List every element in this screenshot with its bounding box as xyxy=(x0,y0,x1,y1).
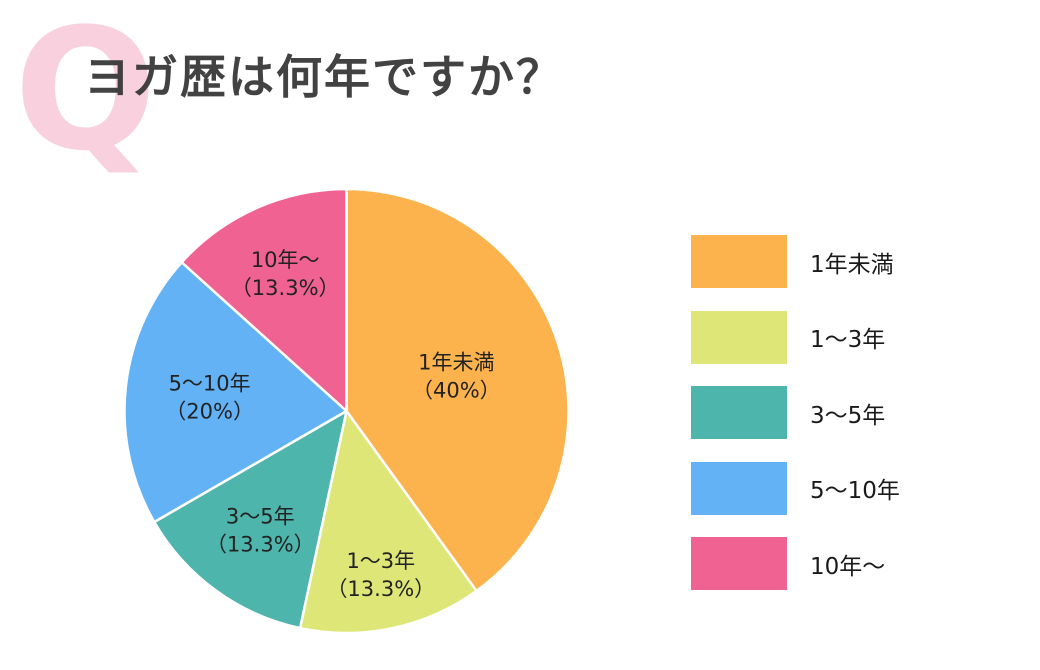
legend-item: 1年未満 xyxy=(691,235,900,288)
legend-label: 1〜3年 xyxy=(810,327,886,353)
legend-swatch xyxy=(691,235,787,288)
legend-item: 1〜3年 xyxy=(691,310,900,364)
slice-label-name: 5〜10年 xyxy=(169,372,251,396)
legend-item: 10年〜 xyxy=(691,537,900,590)
q-mark-decoration: Q xyxy=(14,0,157,188)
legend-swatch xyxy=(691,386,787,439)
legend-label: 3〜5年 xyxy=(810,402,886,429)
legend: 1年未満 1〜3年 3〜5年 5〜10年 10年〜 xyxy=(691,235,900,613)
pie-slice xyxy=(298,407,479,635)
slice-label-name: 3〜5年 xyxy=(226,504,295,528)
legend-label: 5〜10年 xyxy=(810,478,900,504)
slice-label-percent: （13.3%） xyxy=(206,532,315,556)
slice-label-percent: （40%） xyxy=(412,378,501,402)
legend-swatch xyxy=(691,461,787,515)
pie-slices xyxy=(123,187,570,635)
slice-label-name: 1〜3年 xyxy=(346,549,415,573)
legend-label: 1年未満 xyxy=(810,251,894,278)
pie-slice xyxy=(152,408,349,630)
slice-label-percent: （13.3%） xyxy=(231,276,340,300)
slice-label-name: 1年未満 xyxy=(418,350,494,374)
pie-labels: 1年未満 （40%） 1〜3年 （13.3%） 3〜5年 （13.3%） 5〜10年 （20%… xyxy=(165,248,500,601)
slice-label-percent: （13.3%） xyxy=(326,577,435,601)
pie-slice xyxy=(179,187,348,414)
legend-item: 3〜5年 xyxy=(691,386,900,439)
legend-swatch xyxy=(691,310,787,364)
pie-slice xyxy=(345,187,570,593)
pie-slice xyxy=(123,260,349,524)
slice-label-percent: （20%） xyxy=(165,400,254,424)
legend-swatch xyxy=(691,537,787,590)
legend-label: 10年〜 xyxy=(810,553,886,580)
page-title: ヨガ歴は何年ですか？ xyxy=(84,50,564,104)
legend-item: 5〜10年 xyxy=(691,461,900,515)
slice-label-name: 10年〜 xyxy=(251,248,320,272)
